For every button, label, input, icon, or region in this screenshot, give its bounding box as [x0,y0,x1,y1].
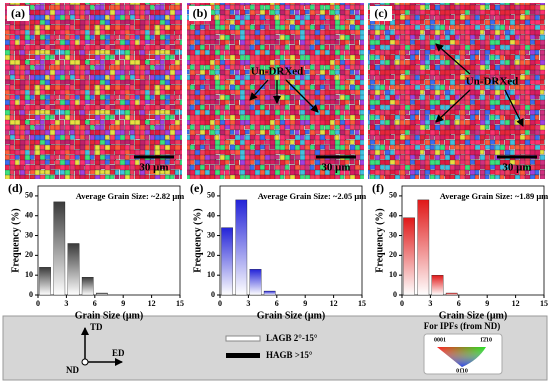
x-tick-label: 3 [246,299,250,308]
y-tick-label: 20 [207,250,215,259]
annotation: Average Grain Size: ~2.82 μm [76,191,184,201]
x-tick-label: 9 [121,299,125,308]
y-axis-label: Frequency (%) [10,208,21,273]
x-tick-label: 3 [428,299,432,308]
nd-label: ND [66,365,79,375]
x-tick-label: 3 [64,299,68,308]
arrow [504,89,524,127]
y-tick-label: 50 [389,191,397,200]
ebsd-map [187,3,364,179]
ebsd-map [5,3,182,179]
annotation: Un-DRXed [466,76,519,88]
x-tick-label: 9 [485,299,489,308]
bar [445,292,458,296]
bar [263,290,276,296]
ipf-corner: 1̄2̄10 [480,337,492,343]
arrow [435,89,471,123]
y-tick-label: 50 [25,191,33,200]
x-tick-label: 0 [400,299,404,308]
x-tick-label: 12 [148,299,156,308]
panel-label: (b) [193,6,208,20]
y-tick-label: 30 [25,230,33,239]
bar [431,275,444,296]
x-tick-label: 12 [512,299,520,308]
scale-bar-label: 30 μm [502,162,531,174]
panel-label: (c) [374,6,387,20]
arrow [435,43,471,75]
scale-bar-label: 30 μm [321,162,350,174]
bar [249,269,262,296]
panel-label-box [7,6,29,21]
panel-label: (e) [190,181,203,195]
x-axis-label: Grain Size (μm) [75,310,143,321]
annotation: Average Grain Size: ~2.05 μm [258,191,366,201]
ipf-title: For IPFs (from ND) [424,321,500,331]
y-tick-label: 20 [389,250,397,259]
x-axis-label: Grain Size (μm) [257,310,325,321]
x-axis-label: Grain Size (μm) [439,310,507,321]
x-tick-label: 0 [36,299,40,308]
bar [81,277,94,296]
lagb-line [225,335,261,342]
x-tick-label: 9 [303,299,307,308]
x-tick-label: 6 [93,299,97,308]
bar [417,199,430,296]
bar [39,267,51,296]
scale-bar-label: 30 μm [139,162,168,174]
y-tick-label: 40 [207,211,215,220]
hagb-label: HAGB >15° [266,350,313,360]
y-tick-label: 10 [207,270,215,279]
x-tick-label: 15 [176,299,184,308]
bar [235,199,248,296]
ed-label: ED [112,348,125,358]
y-tick-label: 0 [211,290,215,299]
x-tick-label: 15 [358,299,366,308]
y-tick-label: 40 [389,211,397,220]
y-tick-label: 30 [389,230,397,239]
ebsd-map [368,3,545,179]
y-tick-label: 30 [207,230,215,239]
y-tick-label: 0 [29,290,33,299]
y-tick-label: 50 [207,191,215,200]
hagb-line [226,353,260,358]
lagb-label: LAGB 2°-15° [266,333,318,343]
nd-axis [81,358,89,366]
y-tick-label: 40 [25,211,33,220]
y-tick-label: 10 [389,270,397,279]
annotation: Average Grain Size: ~1.89 μm [440,191,548,201]
panel-label: (d) [8,181,23,195]
y-tick-label: 0 [393,290,397,299]
y-axis-label: Frequency (%) [192,208,203,273]
x-tick-label: 6 [457,299,461,308]
panel-label: (f) [372,181,384,195]
arrow [249,79,269,101]
y-tick-label: 20 [25,250,33,259]
panel-label-box [189,6,211,21]
bar [403,217,415,296]
bar [53,201,66,296]
td-label: TD [90,322,103,332]
x-tick-label: 0 [218,299,222,308]
annotation: Un-DRXed [251,66,304,78]
bar [221,227,233,296]
x-tick-label: 15 [540,299,548,308]
y-tick-label: 10 [25,270,33,279]
x-tick-label: 6 [275,299,279,308]
y-axis-label: Frequency (%) [374,208,385,273]
bar [67,243,80,296]
arrow [285,79,319,113]
x-tick-label: 12 [330,299,338,308]
bar [96,292,108,296]
ipf-corner: 0001 [434,337,446,343]
panel-label: (a) [11,6,25,20]
ipf-triangle-shade [437,347,486,367]
panel-label-box [370,6,392,21]
ipf-corner: 01̄10 [456,368,468,374]
